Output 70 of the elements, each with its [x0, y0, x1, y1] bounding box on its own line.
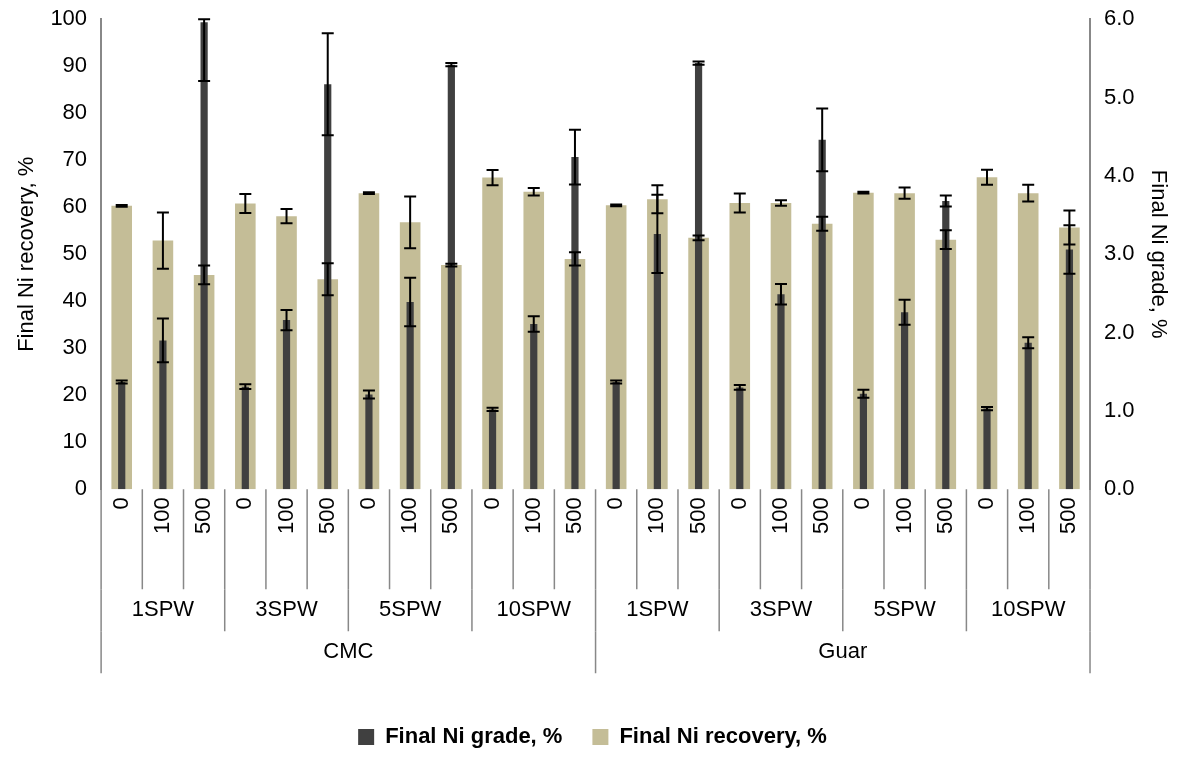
- x-tick-label: 500: [190, 497, 216, 535]
- text: CMC: [323, 638, 374, 664]
- text: 1SPW: [131, 596, 195, 622]
- bar: [159, 340, 167, 490]
- y-tick-label: 50: [62, 240, 88, 266]
- y-tick-label: 60: [62, 193, 88, 219]
- y2-tick-label: 0.0: [1104, 475, 1135, 501]
- x-tick-label: 500: [808, 497, 834, 535]
- x-tick-label: 100: [767, 497, 793, 535]
- x-tick-label: 100: [890, 497, 916, 535]
- bar: [406, 302, 414, 490]
- x-tick-label: 100: [148, 497, 174, 535]
- bar: [612, 381, 620, 490]
- bar: [983, 408, 991, 490]
- bar: [282, 320, 291, 490]
- bar: [900, 312, 909, 490]
- y2-tick-label: 4.0: [1104, 161, 1135, 187]
- y-tick-label: 70: [62, 146, 88, 172]
- x-tick-label: 500: [437, 497, 463, 535]
- bar: [241, 386, 249, 490]
- y2-tick-label: 1.0: [1104, 397, 1135, 423]
- bar: [530, 323, 538, 490]
- y2-axis-title: Final Ni grade, %: [1146, 169, 1172, 339]
- legend-label: Final Ni grade, %: [385, 723, 563, 749]
- x-tick-label: 500: [1055, 497, 1081, 535]
- y-tick-label: 40: [62, 287, 88, 313]
- bar: [488, 409, 497, 490]
- x-tick-label: 500: [561, 497, 587, 535]
- y-tick-label: 100: [50, 5, 88, 31]
- y-tick-label: 90: [62, 52, 88, 78]
- x-tick-label: 100: [643, 497, 669, 535]
- y2-tick-label: 5.0: [1104, 83, 1135, 109]
- text: 10SPW: [990, 596, 1066, 622]
- bar: [365, 394, 373, 490]
- bar: [118, 381, 126, 490]
- x-tick-label: 0: [849, 497, 875, 510]
- text: 3SPW: [255, 596, 318, 622]
- x-tick-label: 500: [931, 497, 957, 535]
- x-tick-label: 0: [973, 497, 999, 510]
- y-tick-label: 30: [62, 334, 88, 360]
- text: Guar: [818, 638, 868, 664]
- x-tick-label: 0: [478, 497, 504, 510]
- y-tick-label: 20: [62, 381, 88, 407]
- bar: [1024, 342, 1032, 490]
- bar: [736, 387, 744, 490]
- y-axis-title: Final Ni recovery, %: [13, 156, 39, 352]
- bar: [859, 393, 867, 490]
- y-tick-label: 80: [62, 99, 88, 125]
- x-tick-label: 0: [725, 497, 751, 510]
- y2-tick-label: 6.0: [1104, 5, 1135, 31]
- text: 5SPW: [378, 596, 442, 622]
- x-tick-label: 100: [396, 497, 422, 535]
- text: 5SPW: [873, 596, 936, 622]
- legend-label: Final Ni recovery, %: [619, 723, 827, 749]
- x-tick-label: 0: [231, 497, 257, 510]
- x-tick-label: 0: [107, 497, 133, 510]
- y2-tick-label: 3.0: [1104, 240, 1135, 266]
- x-tick-label: 0: [602, 497, 628, 510]
- text: 1SPW: [626, 596, 689, 622]
- y-tick-label: 10: [62, 428, 88, 454]
- x-tick-label: 500: [684, 497, 710, 535]
- y2-tick-label: 2.0: [1104, 318, 1135, 344]
- text: 10SPW: [496, 596, 572, 622]
- text: 3SPW: [749, 596, 813, 622]
- x-tick-label: 100: [519, 497, 545, 535]
- bar: [777, 294, 785, 490]
- x-tick-label: 0: [355, 497, 380, 510]
- x-tick-label: 500: [313, 497, 339, 535]
- x-tick-label: 100: [1014, 497, 1040, 535]
- x-tick-label: 100: [272, 497, 298, 535]
